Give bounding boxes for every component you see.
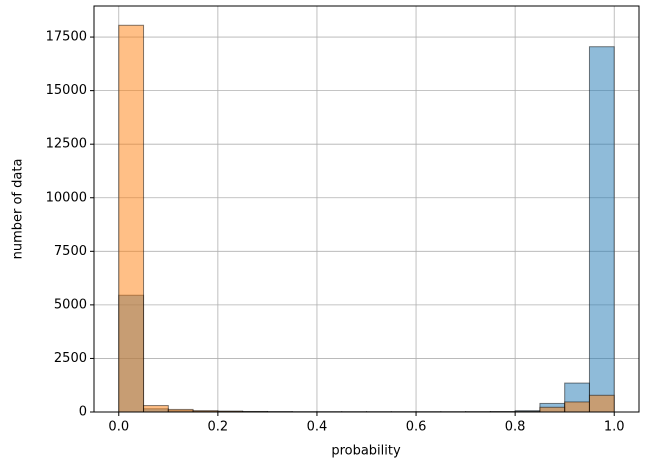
bar bbox=[588, 394, 615, 413]
bar bbox=[539, 406, 566, 413]
y-tick-label: 15000 bbox=[46, 83, 87, 98]
y-tick-label: 0 bbox=[79, 405, 87, 420]
y-tick-label: 2500 bbox=[54, 351, 87, 366]
y-tick-label: 10000 bbox=[46, 190, 87, 205]
x-tick-label: 0.2 bbox=[208, 420, 229, 435]
y-tick-label: 12500 bbox=[46, 137, 87, 152]
bar bbox=[588, 46, 615, 413]
y-tick-label: 7500 bbox=[54, 244, 87, 259]
x-tick-label: 0.4 bbox=[307, 420, 328, 435]
y-axis-label: number of data bbox=[11, 159, 26, 260]
bar bbox=[143, 405, 169, 413]
x-tick-label: 0.8 bbox=[505, 420, 526, 435]
y-tick-label: 17500 bbox=[46, 30, 87, 45]
x-tick-label: 0.0 bbox=[108, 420, 129, 435]
y-tick-label: 5000 bbox=[54, 297, 87, 312]
x-tick-label: 0.6 bbox=[406, 420, 427, 435]
x-axis-label: probability bbox=[331, 444, 401, 459]
bar bbox=[118, 24, 145, 413]
bar bbox=[564, 401, 590, 413]
x-tick-label: 1.0 bbox=[604, 420, 625, 435]
plot-frame bbox=[93, 5, 640, 413]
